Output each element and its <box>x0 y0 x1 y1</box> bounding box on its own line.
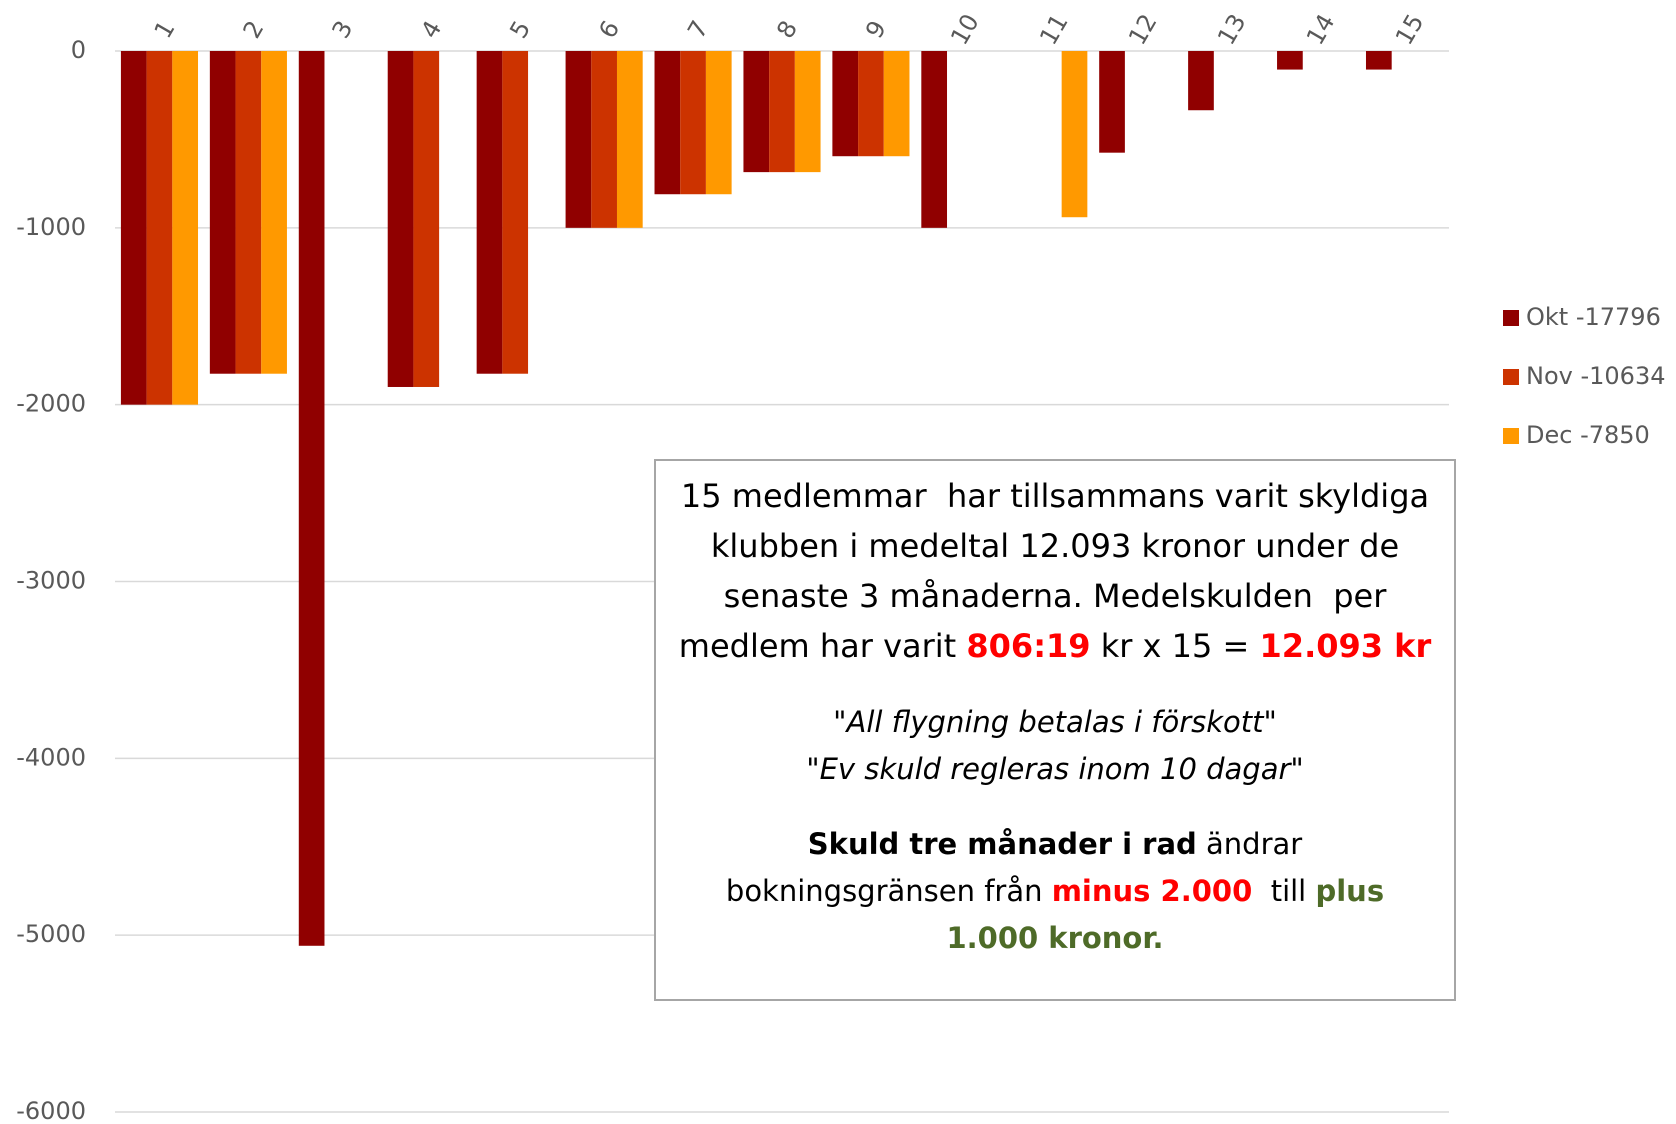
bar <box>1061 51 1088 218</box>
bar <box>209 51 236 374</box>
annotation-box: 15 medlemmar har tillsammans varit skyld… <box>654 459 1456 1001</box>
x-tick-label: 15 <box>1390 9 1430 49</box>
bar <box>387 51 414 387</box>
annotation-paragraph: "All flygning betalas i förskott" "Ev sku… <box>656 699 1454 793</box>
y-tick-label: 0 <box>71 36 86 64</box>
bar <box>502 51 529 374</box>
bar <box>591 51 617 228</box>
x-tick-label: 11 <box>1034 9 1074 49</box>
x-tick-label: 10 <box>945 9 985 49</box>
bar <box>794 51 821 173</box>
x-tick-label: 1 <box>149 16 181 43</box>
annotation-text: klubben i medeltal 12.093 kronor under d… <box>710 527 1400 565</box>
bar <box>858 51 884 157</box>
annotation-line: senaste 3 månaderna. Medelskulden per <box>656 571 1454 621</box>
annotation-text: plus <box>1315 874 1385 908</box>
legend-swatch <box>1503 310 1519 326</box>
annotation-line: klubben i medeltal 12.093 kronor under d… <box>656 521 1454 571</box>
bar <box>832 51 859 157</box>
bar <box>616 51 643 228</box>
annotation-text: 15 medlemmar har tillsammans varit skyld… <box>680 477 1430 515</box>
annotation-text: bokningsgränsen från <box>725 874 1052 908</box>
x-tick-label: 8 <box>771 16 803 43</box>
bar <box>120 51 147 405</box>
x-tick-label: 7 <box>682 16 714 43</box>
bar <box>261 51 287 374</box>
annotation-text: "All flygning betalas i förskott" <box>833 705 1277 739</box>
x-tick-label: 2 <box>238 16 270 43</box>
annotation-text: ändrar <box>1196 827 1303 861</box>
legend-swatch <box>1503 428 1519 444</box>
annotation-text: till <box>1252 874 1316 908</box>
bar <box>1188 51 1214 111</box>
annotation-text: minus 2.000 <box>1051 874 1253 908</box>
bar <box>298 51 325 946</box>
y-tick-label: -6000 <box>16 1097 86 1124</box>
annotation-text: 1.000 kronor. <box>946 921 1164 955</box>
annotation-line: bokningsgränsen från minus 2.000 till pl… <box>656 868 1454 915</box>
bar <box>654 51 681 195</box>
annotation-text: 806:19 <box>966 627 1091 665</box>
bar <box>1365 51 1392 70</box>
annotation-line: medlem har varit 806:19 kr x 15 = 12.093… <box>656 621 1454 671</box>
x-tick-label: 12 <box>1123 9 1163 49</box>
bar <box>413 51 440 387</box>
annotation-line: "Ev skuld regleras inom 10 dagar" <box>656 746 1454 793</box>
annotation-line: 1.000 kronor. <box>656 915 1454 962</box>
bar <box>680 51 706 195</box>
annotation-line: "All flygning betalas i förskott" <box>656 699 1454 746</box>
bar <box>769 51 795 173</box>
bar <box>565 51 592 228</box>
annotation-text: 12.093 kr <box>1259 627 1432 665</box>
bar <box>921 51 948 228</box>
annotation-text: "Ev skuld regleras inom 10 dagar" <box>806 752 1304 786</box>
bar <box>1099 51 1125 153</box>
legend-label: Okt -17796 <box>1526 303 1661 331</box>
legend-label: Nov -10634 <box>1526 362 1665 390</box>
legend-swatch <box>1503 369 1519 385</box>
x-tick-label: 4 <box>415 16 447 43</box>
y-tick-label: -4000 <box>16 743 86 771</box>
bar <box>743 51 770 173</box>
annotation-paragraph: 15 medlemmar har tillsammans varit skyld… <box>656 471 1454 671</box>
x-tick-label: 3 <box>327 16 359 43</box>
annotation-text: kr x 15 = <box>1090 627 1260 665</box>
bar <box>146 51 173 405</box>
annotation-text: Skuld tre månader i rad <box>807 827 1197 861</box>
annotation-text: senaste 3 månaderna. Medelskulden per <box>723 577 1387 615</box>
bar <box>235 51 262 374</box>
x-tick-label: 6 <box>593 16 625 43</box>
annotation-text: medlem har varit <box>678 627 967 665</box>
bar <box>476 51 503 374</box>
x-tick-label: 9 <box>860 16 892 43</box>
y-tick-label: -2000 <box>16 390 86 418</box>
x-tick-label: 14 <box>1301 9 1341 49</box>
annotation-line: Skuld tre månader i rad ändrar <box>656 821 1454 868</box>
bar <box>705 51 732 195</box>
x-tick-label: 5 <box>504 16 536 43</box>
y-tick-label: -1000 <box>16 213 86 241</box>
bar <box>883 51 910 157</box>
bar <box>1277 51 1303 70</box>
y-tick-label: -5000 <box>16 920 86 948</box>
y-tick-label: -3000 <box>16 567 86 595</box>
legend-label: Dec -7850 <box>1526 421 1650 449</box>
bar <box>172 51 199 405</box>
annotation-paragraph: Skuld tre månader i rad ändrar bokningsgr… <box>656 821 1454 962</box>
x-tick-label: 13 <box>1212 9 1252 49</box>
annotation-line: 15 medlemmar har tillsammans varit skyld… <box>656 471 1454 521</box>
